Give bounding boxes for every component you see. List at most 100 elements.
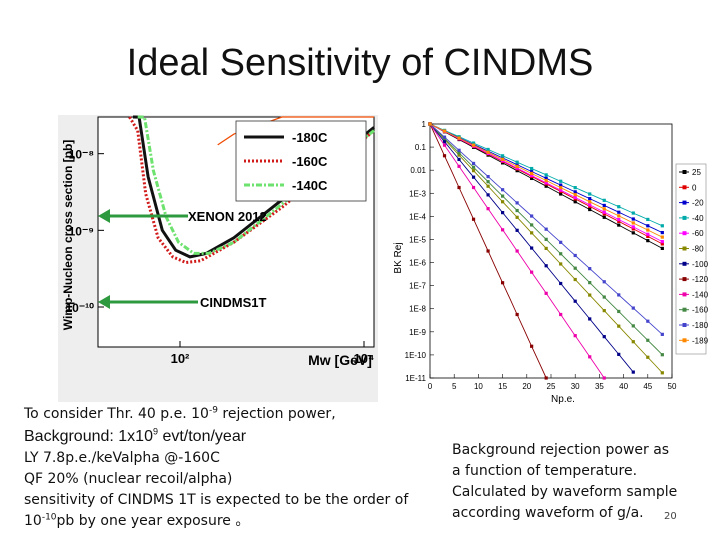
data-point xyxy=(588,317,592,321)
data-point xyxy=(457,164,461,168)
data-point xyxy=(457,148,461,152)
data-point xyxy=(573,299,577,303)
legend-marker xyxy=(682,323,687,327)
exposure-text: 10-10pb by one year exposure 。 xyxy=(24,512,250,529)
x-tick-label: 45 xyxy=(643,382,652,391)
data-point xyxy=(457,136,461,140)
legend-marker xyxy=(682,292,687,297)
data-point xyxy=(602,215,606,219)
data-point xyxy=(617,205,621,209)
data-point xyxy=(660,246,664,251)
data-point xyxy=(486,180,490,184)
data-point xyxy=(660,332,664,336)
threshold-text: To consider Thr. 40 p.e. 10-9 rejection … xyxy=(24,405,336,422)
y-axis-label: BK Rej xyxy=(393,242,404,273)
caption-line-2: a function of temperature. xyxy=(452,463,638,479)
data-point xyxy=(617,352,621,356)
y-tick-label: 10⁻⁹ xyxy=(69,224,94,238)
x-tick-label: 30 xyxy=(571,382,580,391)
data-point xyxy=(442,135,447,139)
data-point xyxy=(631,225,635,229)
data-point xyxy=(515,164,519,169)
data-point xyxy=(471,217,476,221)
quenching-factor-text: QF 20% (nuclear recoil/alpha) xyxy=(24,471,233,487)
data-point xyxy=(646,217,650,222)
y-tick-label: 1E-5 xyxy=(409,235,426,244)
xenon-arrow-head xyxy=(98,209,110,223)
data-point xyxy=(588,192,592,196)
data-point xyxy=(544,376,548,380)
legend-label: -40 xyxy=(692,214,704,223)
legend-marker xyxy=(682,215,687,220)
data-point xyxy=(486,207,490,211)
y-tick-label: 1E-7 xyxy=(409,282,426,291)
data-point xyxy=(602,295,606,299)
data-point xyxy=(501,281,505,285)
x-tick-label: 25 xyxy=(547,382,556,391)
data-point xyxy=(442,143,447,147)
legend-label: 0 xyxy=(692,183,697,192)
data-point xyxy=(515,249,519,253)
data-point xyxy=(660,224,664,228)
x-tick-label: 40 xyxy=(619,382,628,391)
data-point xyxy=(471,143,476,147)
legend-marker xyxy=(682,261,687,266)
data-point xyxy=(442,129,447,133)
data-point xyxy=(486,150,490,154)
caption-line-1: Background rejection power as xyxy=(452,442,670,458)
data-point xyxy=(646,224,650,228)
sensitivity-text: sensitivity of CINDMS 1T is expected to … xyxy=(24,492,409,508)
y-tick-label: 1E-10 xyxy=(405,351,427,360)
cindms-label: CINDMS1T xyxy=(200,295,267,310)
data-point xyxy=(617,293,621,297)
legend-marker xyxy=(682,200,687,205)
legend-label: -160 xyxy=(692,306,708,315)
data-point xyxy=(646,232,650,236)
data-point xyxy=(515,208,519,213)
data-point xyxy=(660,371,664,375)
data-point xyxy=(631,231,635,235)
data-point xyxy=(573,186,577,190)
data-point xyxy=(602,376,606,380)
x-tick-label: 10² xyxy=(171,351,190,366)
data-point xyxy=(588,207,592,212)
data-point xyxy=(588,200,592,204)
page-number: 20 xyxy=(664,511,677,522)
data-point xyxy=(559,186,563,190)
data-point xyxy=(617,309,621,314)
y-tick-label: 10⁻⁸ xyxy=(69,148,94,162)
data-point xyxy=(530,166,534,171)
legend-marker xyxy=(682,307,687,312)
data-point xyxy=(501,200,505,204)
x-tick-label: 15 xyxy=(498,382,507,391)
x-tick-label: 50 xyxy=(668,382,677,391)
data-point xyxy=(471,165,476,169)
y-tick-label: 0.01 xyxy=(410,166,426,175)
data-point xyxy=(544,246,548,251)
data-point xyxy=(588,197,592,201)
data-point xyxy=(544,178,548,183)
data-point xyxy=(457,153,461,157)
data-point xyxy=(471,161,476,166)
data-point xyxy=(530,231,534,235)
legend-label: -140 xyxy=(692,290,708,299)
data-point xyxy=(631,221,635,225)
data-point xyxy=(646,228,650,232)
data-point xyxy=(617,223,621,227)
data-point xyxy=(559,252,563,256)
x-tick-label: 35 xyxy=(595,382,604,391)
legend-label: -160C xyxy=(292,154,328,169)
y-tick-label: 0.1 xyxy=(415,143,427,152)
data-point xyxy=(471,141,476,145)
data-point xyxy=(588,355,592,359)
data-point xyxy=(602,198,606,202)
legend-label: -20 xyxy=(692,199,704,208)
data-point xyxy=(530,169,534,174)
legend-marker xyxy=(682,170,687,174)
y-tick-label: 10⁻¹⁰ xyxy=(66,301,95,315)
data-point xyxy=(471,169,476,173)
data-point xyxy=(573,195,577,200)
x-axis-label: Np.e. xyxy=(551,394,575,405)
data-point xyxy=(530,173,534,178)
slide-title: Ideal Sensitivity of CINDMS xyxy=(126,42,594,84)
